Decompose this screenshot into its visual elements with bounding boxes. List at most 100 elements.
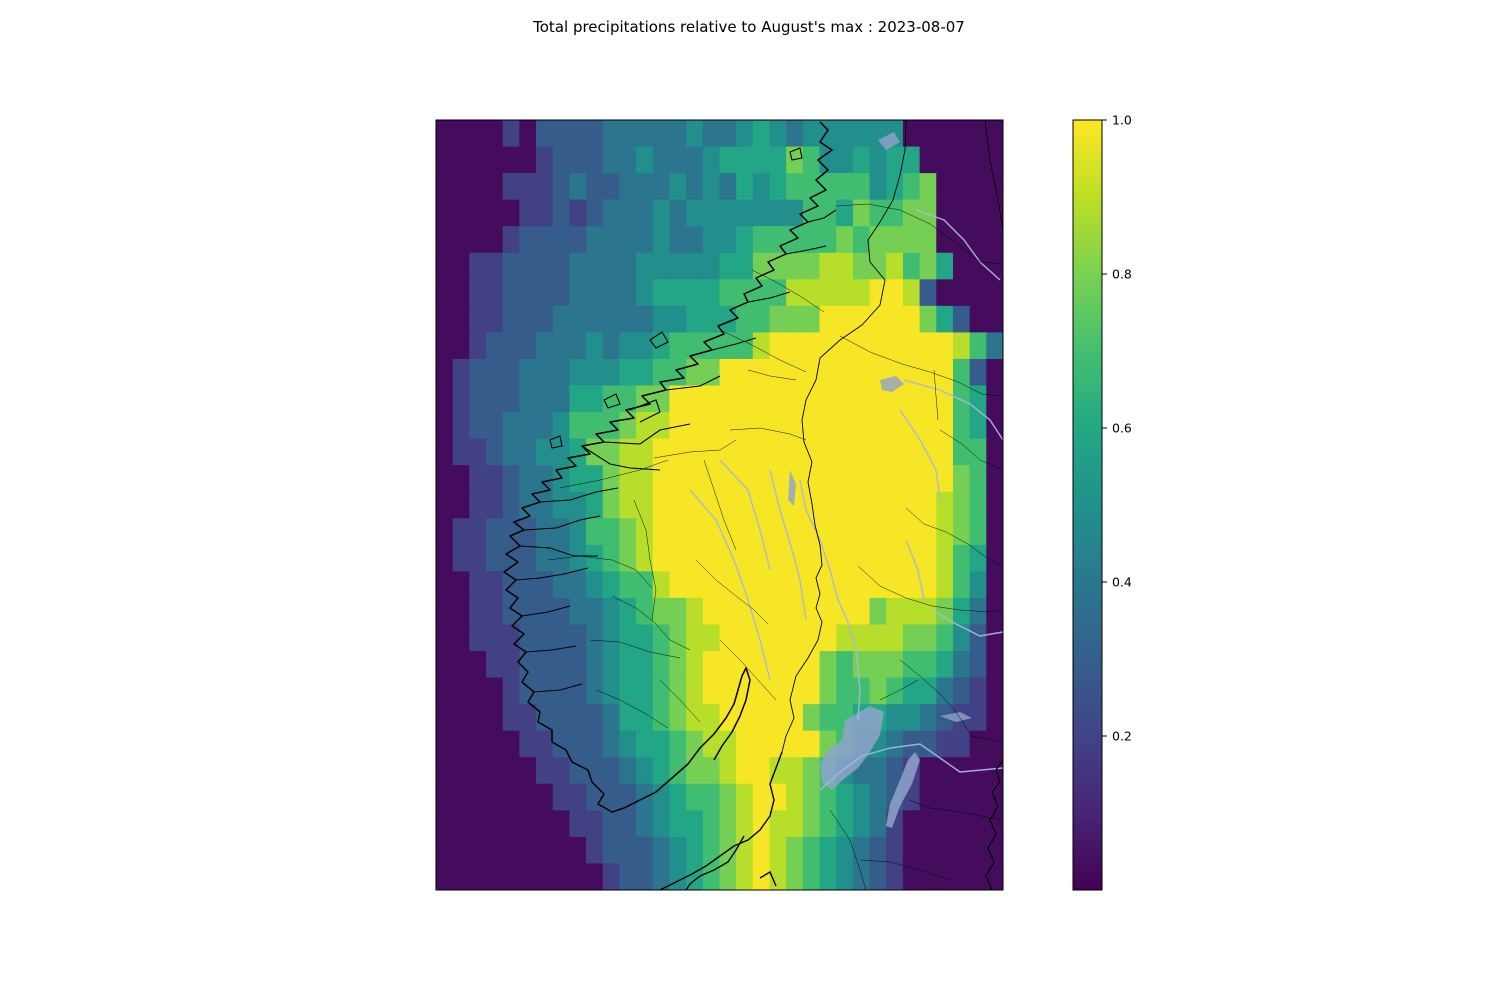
heatmap-cell — [586, 598, 603, 625]
heatmap-cell — [436, 306, 453, 333]
heatmap-cell — [636, 810, 653, 837]
heatmap-cell — [886, 571, 903, 598]
heatmap-cell — [720, 412, 737, 439]
heatmap-cell — [936, 279, 953, 306]
heatmap-cell — [970, 120, 987, 147]
heatmap-cell — [469, 306, 486, 333]
heatmap-cell — [803, 253, 820, 280]
heatmap-cell — [486, 226, 503, 253]
heatmap-cell — [569, 306, 586, 333]
heatmap-cell — [853, 412, 870, 439]
heatmap-cell — [753, 731, 770, 758]
heatmap-cell — [886, 863, 903, 890]
heatmap-cell — [970, 571, 987, 598]
heatmap-cell — [686, 359, 703, 386]
heatmap-cell — [770, 678, 787, 705]
heatmap-cell — [770, 386, 787, 413]
heatmap-cell — [486, 757, 503, 784]
heatmap-cell — [803, 279, 820, 306]
heatmap-cell — [436, 863, 453, 890]
heatmap-cell — [436, 226, 453, 253]
heatmap-cell — [669, 492, 686, 519]
heatmap-cell — [803, 784, 820, 811]
heatmap-cell — [853, 120, 870, 147]
heatmap-cell — [603, 226, 620, 253]
heatmap-cell — [970, 147, 987, 174]
heatmap-cell — [453, 545, 470, 572]
heatmap-cell — [469, 173, 486, 200]
heatmap-cell — [503, 492, 520, 519]
heatmap-cell — [636, 200, 653, 227]
heatmap-cell — [569, 279, 586, 306]
heatmap-cell — [686, 120, 703, 147]
heatmap-cell — [453, 279, 470, 306]
heatmap-cell — [970, 704, 987, 731]
heatmap-cell — [436, 173, 453, 200]
heatmap-cell — [953, 571, 970, 598]
heatmap-cell — [636, 359, 653, 386]
heatmap-cell — [603, 624, 620, 651]
heatmap-cell — [469, 465, 486, 492]
heatmap-cell — [686, 200, 703, 227]
heatmap-cell — [486, 731, 503, 758]
heatmap-cell — [569, 624, 586, 651]
heatmap-cell — [636, 253, 653, 280]
heatmap-cell — [619, 704, 636, 731]
heatmap-cell — [669, 147, 686, 174]
heatmap-cell — [770, 598, 787, 625]
heatmap-cell — [786, 784, 803, 811]
heatmap-cell — [786, 624, 803, 651]
heatmap-cell — [736, 200, 753, 227]
heatmap-cell — [536, 492, 553, 519]
heatmap-cell — [619, 492, 636, 519]
heatmap-cell — [820, 624, 837, 651]
heatmap-cell — [519, 226, 536, 253]
heatmap-cell — [436, 465, 453, 492]
heatmap-cell — [586, 332, 603, 359]
heatmap-cell — [770, 810, 787, 837]
heatmap-cell — [603, 253, 620, 280]
heatmap-cell — [453, 465, 470, 492]
heatmap-cell — [619, 731, 636, 758]
heatmap-cell — [503, 624, 520, 651]
heatmap-cell — [503, 651, 520, 678]
heatmap-cell — [703, 359, 720, 386]
heatmap-cell — [953, 386, 970, 413]
heatmap-cell — [619, 624, 636, 651]
heatmap-cell — [553, 837, 570, 864]
heatmap-cell — [619, 465, 636, 492]
heatmap-cell — [953, 731, 970, 758]
heatmap-cell — [986, 518, 1003, 545]
heatmap-cell — [536, 120, 553, 147]
heatmap-cell — [803, 120, 820, 147]
heatmap-cell — [720, 863, 737, 890]
heatmap-cell — [720, 386, 737, 413]
heatmap-cell — [669, 173, 686, 200]
heatmap-cell — [686, 386, 703, 413]
heatmap-cell — [586, 678, 603, 705]
heatmap-cell — [453, 492, 470, 519]
heatmap-cell — [886, 545, 903, 572]
heatmap-cell — [636, 678, 653, 705]
heatmap-cell — [770, 439, 787, 466]
heatmap-cell — [770, 571, 787, 598]
heatmap-cell — [653, 757, 670, 784]
heatmap-cell — [703, 784, 720, 811]
heatmap-cell — [469, 624, 486, 651]
heatmap-cell — [970, 359, 987, 386]
heatmap-cell — [636, 120, 653, 147]
heatmap-cell — [886, 704, 903, 731]
heatmap-cell — [820, 306, 837, 333]
heatmap-cell — [536, 306, 553, 333]
heatmap-cell — [853, 598, 870, 625]
heatmap-cell — [920, 226, 937, 253]
heatmap-cell — [986, 439, 1003, 466]
heatmap-cell — [519, 253, 536, 280]
heatmap-cell — [786, 598, 803, 625]
heatmap-cell — [953, 226, 970, 253]
heatmap-cell — [453, 837, 470, 864]
heatmap-cell — [669, 465, 686, 492]
heatmap-cell — [986, 332, 1003, 359]
heatmap-cell — [853, 492, 870, 519]
heatmap-cell — [603, 704, 620, 731]
